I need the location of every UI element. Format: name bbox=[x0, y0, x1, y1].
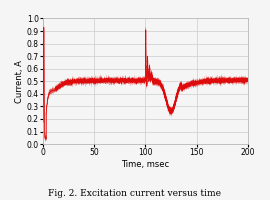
X-axis label: Time, msec: Time, msec bbox=[121, 160, 170, 169]
Y-axis label: Current, A: Current, A bbox=[15, 60, 24, 103]
Text: Fig. 2. Excitation current versus time: Fig. 2. Excitation current versus time bbox=[49, 189, 221, 198]
